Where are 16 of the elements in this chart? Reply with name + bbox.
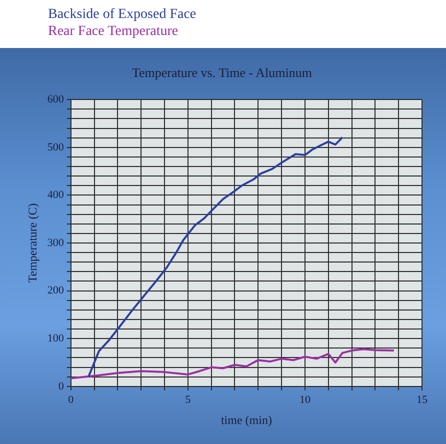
x-tick-label: 10 xyxy=(299,394,311,406)
x-tick-label: 15 xyxy=(416,394,428,406)
y-tick-label: 100 xyxy=(47,332,64,344)
text: Backside of Exposed Face xyxy=(48,6,198,23)
x-tick-label: 5 xyxy=(185,394,192,406)
x-tick-label: 0 xyxy=(68,394,74,406)
y-tick-label: 0 xyxy=(58,380,64,392)
y-tick-label: 200 xyxy=(47,284,64,297)
y-tick-label: 400 xyxy=(47,189,64,202)
chart-title: Temperature vs. Time - Aluminum xyxy=(132,65,312,80)
text: Rear Face Temperature xyxy=(48,23,180,40)
y-tick-label: 300 xyxy=(47,236,64,249)
y-tick-label: 500 xyxy=(47,141,64,154)
x-axis-title: time (min) xyxy=(220,412,272,427)
y-tick-label: 600 xyxy=(47,93,64,106)
y-axis-title: Temperature (C) xyxy=(25,203,40,283)
